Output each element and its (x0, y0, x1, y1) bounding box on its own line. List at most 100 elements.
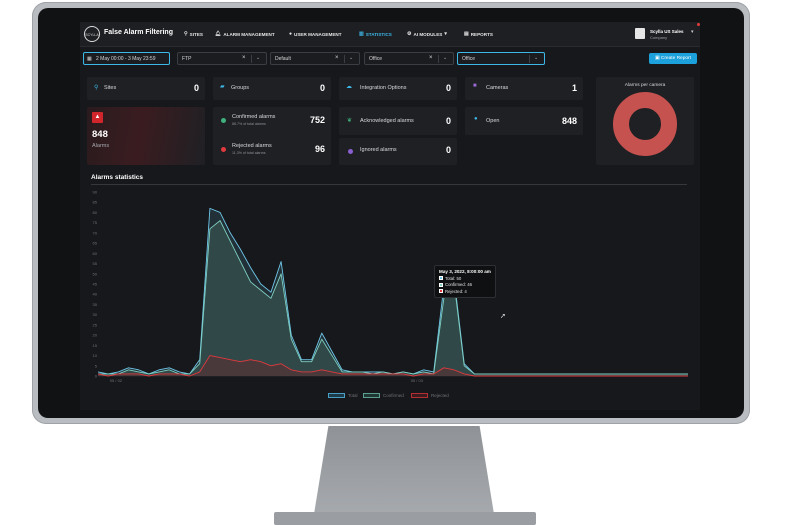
open-card: ● Open 848 (465, 107, 583, 135)
alarms-chart[interactable]: 0 5 10 15 20 25 30 35 40 45 50 55 60 65 70 75 80 85 90 05 /… (80, 186, 700, 382)
series-confirmed-line[interactable] (98, 220, 688, 375)
chevron-down-icon[interactable]: ⌄ (443, 55, 448, 61)
user-avatar-icon[interactable] (635, 28, 645, 39)
legend-total-label: Total (348, 393, 358, 398)
app-logo[interactable]: SCYLLA (84, 26, 100, 42)
location-pin-icon: ⚲ (94, 85, 99, 91)
nav-statistics-label: STATISTICS (365, 31, 392, 37)
filter-select-3[interactable]: Office × ⌄ (364, 52, 454, 65)
series-confirmed-area (98, 220, 688, 376)
groups-label: Groups (231, 85, 250, 91)
confirmed-label: Confirmed alarms (232, 114, 276, 120)
camera-icon: ■ (473, 83, 477, 89)
series-total-line[interactable] (97, 207, 688, 375)
sites-card: ⚲ Sites 0 (87, 77, 205, 100)
chevron-down-icon[interactable]: ⌄ (534, 55, 539, 61)
monitor-stand (314, 426, 494, 514)
top-navbar: SCYLLA False Alarm Filtering ⚲ SITES 🔔︎ … (80, 22, 700, 47)
nav-reports[interactable]: ▤ REPORTS (464, 31, 493, 37)
section-divider (91, 184, 687, 185)
nav-alarm-management[interactable]: 🔔︎ ALARM MANAGEMENT (215, 31, 275, 37)
nav-ai-modules[interactable]: ⚙ AI MODULES ▾ (407, 31, 447, 37)
chevron-down-icon[interactable]: ⌄ (256, 55, 261, 61)
clear-icon[interactable]: × (335, 55, 339, 61)
location-pin-icon: ⚲ (184, 31, 188, 37)
nav-sites[interactable]: ⚲ SITES (184, 31, 203, 37)
calendar-icon: ▦ (87, 56, 92, 62)
alarms-per-camera-donut (613, 92, 677, 156)
legend-total[interactable]: Total (328, 393, 358, 398)
sites-value: 0 (193, 83, 199, 93)
chevron-down-icon[interactable]: ⌄ (349, 55, 354, 61)
acknowledged-value: 0 (445, 116, 451, 126)
rejected-label: Rejected alarms (232, 143, 272, 149)
cameras-card: ■ Cameras 1 (465, 77, 583, 100)
legend-confirmed-swatch (363, 393, 380, 398)
user-name: Scylla US Sales (650, 29, 684, 34)
integration-options-label: Integration Options (360, 85, 407, 91)
create-report-button[interactable]: ▣ Create Report (649, 53, 697, 64)
user-role: Company (650, 35, 668, 40)
create-report-label: Create Report (660, 56, 691, 61)
total-alarms-label: Alarms (92, 143, 110, 149)
series-rejected-line[interactable] (97, 355, 688, 377)
integration-options-value: 0 (445, 83, 451, 93)
filter-select-1-value: FTP (182, 56, 192, 62)
y-tick-label: 30 (93, 312, 98, 317)
y-tick-label: 0 (95, 374, 98, 379)
user-icon: ● (289, 31, 293, 37)
legend-confirmed[interactable]: Confirmed (363, 393, 404, 398)
ignored-card: Ignored alarms 0 (339, 138, 457, 165)
report-icon: ▤ (464, 31, 469, 37)
sites-label: Sites (104, 85, 117, 91)
legend-rejected-label: Rejected (431, 393, 449, 398)
filter-select-2[interactable]: Default × ⌄ (270, 52, 360, 65)
filter-select-3-value: Office (369, 56, 382, 62)
integration-icon: ☁ (346, 84, 352, 90)
series-total-area (98, 208, 688, 376)
alarms-statistics-title: Alarms statistics (91, 174, 144, 181)
legend-rejected-swatch (411, 393, 428, 398)
mouse-cursor-icon: ➚ (500, 313, 506, 320)
date-range-picker[interactable]: ▦ 2 May 00:00 - 3 May 23:59 (83, 52, 170, 65)
x-tick-label: 05 / 02 (110, 378, 123, 382)
alarm-icon: ▲ (92, 112, 103, 123)
app-title: False Alarm Filtering (104, 29, 173, 36)
nav-user-management[interactable]: ● USER MANAGEMENT (289, 31, 342, 37)
y-tick-label: 5 (95, 363, 98, 368)
tooltip-confirmed-row: Confirmed: 46 (439, 282, 491, 287)
leaf-icon: ❦ (347, 118, 353, 124)
tooltip-rejected-row: Rejected: 4 (439, 289, 491, 294)
clear-icon[interactable]: × (429, 55, 433, 61)
legend-total-swatch (328, 393, 345, 398)
clear-icon[interactable]: × (242, 55, 246, 61)
ignored-label: Ignored alarms (360, 147, 397, 153)
legend-rejected[interactable]: Rejected (411, 393, 449, 398)
nav-user-management-label: USER MANAGEMENT (294, 31, 342, 37)
chart-tooltip: May 3, 2022, 8:00:00 am Total: 50 Confir… (434, 265, 496, 298)
nav-statistics[interactable]: ▥ STATISTICS (359, 31, 392, 37)
date-range-text: 2 May 00:00 - 3 May 23:59 (96, 56, 156, 62)
filter-select-1[interactable]: FTP × ⌄ (177, 52, 267, 65)
filter-select-2-value: Default (275, 56, 291, 62)
y-tick-label: 80 (93, 210, 98, 215)
y-tick-label: 50 (93, 271, 98, 276)
y-tick-label: 20 (93, 333, 98, 338)
filter-select-4[interactable]: Office ⌄ (457, 52, 545, 65)
y-tick-label: 85 (93, 200, 98, 205)
total-alarms-value: 848 (92, 129, 108, 140)
document-icon: ▣ (654, 56, 661, 61)
y-tick-label: 65 (93, 241, 98, 246)
groups-value: 0 (319, 83, 325, 93)
y-tick-label: 35 (93, 302, 98, 307)
divider (529, 55, 530, 63)
confirmed-rejected-card: Confirmed alarms 88.7% of total alarms 7… (213, 107, 331, 165)
donut-slice-camera[interactable] (613, 92, 677, 156)
y-tick-label: 75 (93, 220, 98, 225)
check-icon (221, 118, 226, 123)
tooltip-confirmed: Confirmed: 46 (445, 282, 472, 287)
y-tick-label: 45 (93, 282, 98, 287)
cameras-value: 1 (571, 83, 577, 93)
total-alarms-card: ▲ 848 Alarms (87, 107, 205, 165)
user-menu-chevron-icon[interactable]: ▾ (691, 29, 694, 35)
